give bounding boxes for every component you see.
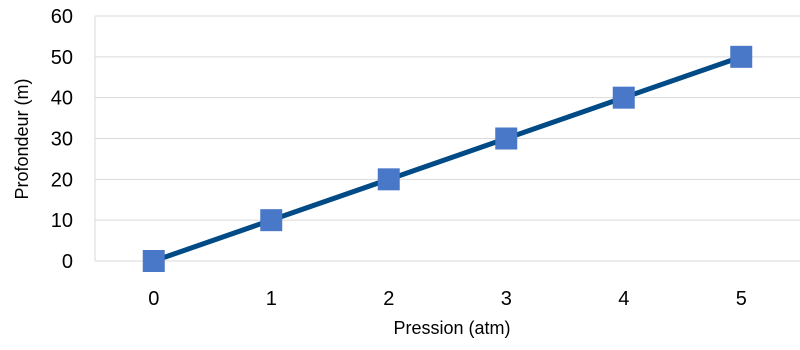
x-tick-label: 3 [501,288,512,310]
grid-layer [95,15,800,221]
x-axis-label: Pression (atm) [393,318,510,338]
x-tick-label: 2 [383,288,394,310]
data-point-marker [495,127,518,150]
data-point-marker [142,250,165,272]
y-tick-label: 20 [51,169,73,191]
label-layer: Pression (atm) Profondeur (m) [12,78,511,338]
y-tick-label: 40 [51,88,73,110]
y-tick-label: 50 [51,47,73,69]
y-tick-label: 60 [51,6,73,28]
x-tick-label: 0 [148,288,159,310]
y-tick-label: 30 [51,129,73,151]
y-tick-label: 10 [51,210,73,232]
data-point-marker [377,168,400,191]
y-tick-label: 0 [62,251,73,273]
x-tick-label: 4 [618,288,629,310]
y-axis-label: Profondeur (m) [12,78,32,199]
series-line [151,54,744,264]
axis-layer: 0 10 20 30 40 50 60 0 1 2 3 4 5 [51,6,800,310]
series-layer [142,45,753,272]
x-tick-label: 5 [736,288,747,310]
x-tick-label: 1 [266,288,277,310]
data-point-marker [612,86,635,109]
data-point-marker [260,209,283,232]
data-point-marker [730,45,753,68]
